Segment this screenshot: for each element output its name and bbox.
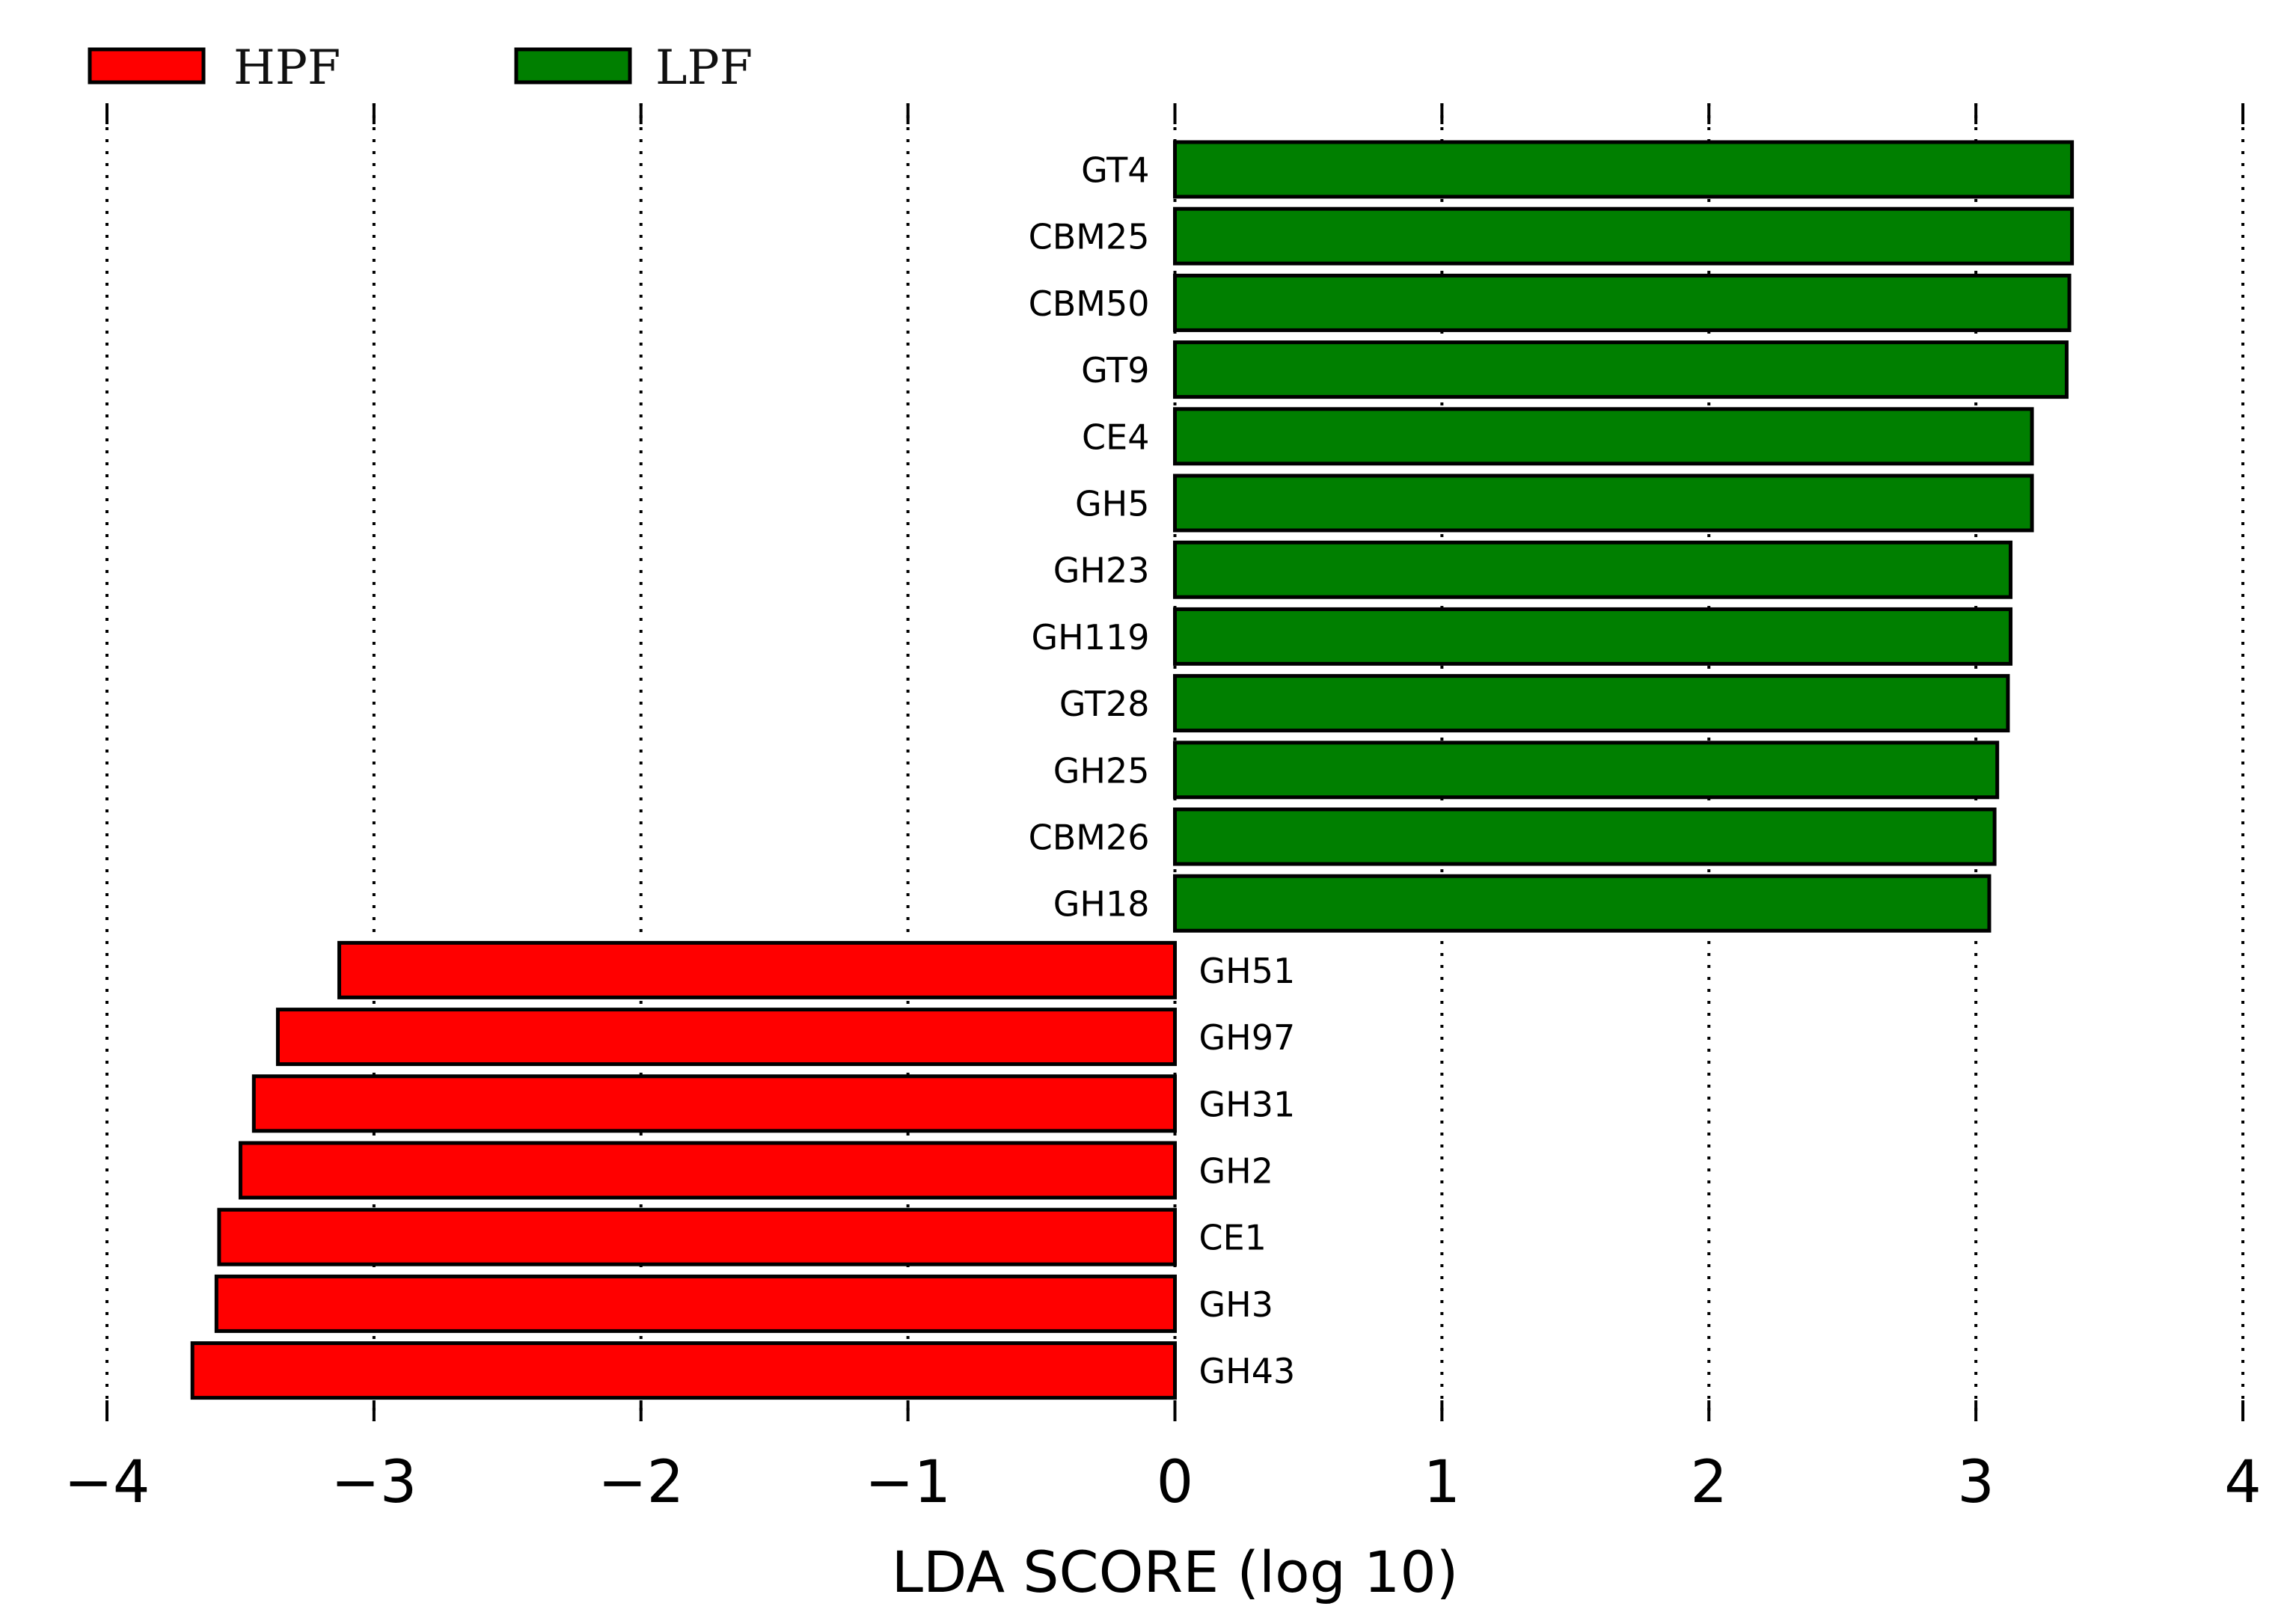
feature-label-ce4: CE4 [1082,417,1149,457]
bar-gh25 [1173,741,2000,800]
x-tick-label: 1 [1424,1449,1461,1516]
x-tick-label: −3 [331,1449,417,1516]
bar-gh23 [1173,540,2013,599]
feature-label-gt4: GT4 [1081,150,1149,191]
feature-label-gh3: GH3 [1199,1284,1274,1325]
feature-label-gh51: GH51 [1199,951,1296,991]
bar-gh3 [214,1274,1178,1333]
feature-label-gh25: GH25 [1053,750,1150,791]
bars-layer [190,140,2075,1400]
x-tick-label: −1 [865,1449,951,1516]
x-tick-label: 3 [1957,1449,1995,1516]
bar-gh43 [190,1341,1178,1400]
x-tick-label: −4 [64,1449,150,1516]
bar-cbm25 [1173,206,2075,266]
x-tick-label: 4 [2224,1449,2262,1516]
bar-gh18 [1173,874,1992,933]
x-tick-label: 0 [1157,1449,1194,1516]
feature-label-gh5: GH5 [1075,484,1150,524]
bar-gh31 [251,1074,1177,1133]
feature-label-gh18: GH18 [1053,884,1150,925]
x-tick-label: 2 [1690,1449,1727,1516]
bar-gh97 [275,1008,1177,1067]
bar-gh5 [1173,474,2034,533]
bar-gh2 [238,1141,1177,1200]
bar-ce1 [217,1207,1178,1266]
feature-label-gt9: GT9 [1081,350,1149,390]
feature-label-gh119: GH119 [1031,617,1149,658]
x-tick-label: −2 [598,1449,684,1516]
feature-label-gt28: GT28 [1059,684,1150,724]
feature-label-cbm50: CBM50 [1029,284,1150,324]
bar-gt9 [1173,340,2069,399]
legend-swatch-lpf [514,47,632,85]
bar-cbm26 [1173,807,1997,866]
feature-label-cbm25: CBM25 [1029,217,1150,257]
feature-label-gh43: GH43 [1199,1351,1296,1391]
feature-labels-layer: GT4 CBM25 CBM50 GT9 CE4 GH5 GH23 GH119 GT28 GH25 C… [1029,150,1296,1392]
bar-gh119 [1173,607,2013,666]
feature-label-gh31: GH31 [1199,1084,1296,1124]
bar-gt4 [1173,140,2075,199]
feature-label-gh97: GH97 [1199,1017,1296,1058]
bar-cbm50 [1173,273,2072,332]
bar-gh51 [337,940,1178,999]
x-axis-title: LDA SCORE (log 10) [892,1539,1459,1605]
feature-label-gh2: GH2 [1199,1151,1274,1192]
legend-label-hpf: HPF [233,40,340,96]
bar-ce4 [1173,407,2034,466]
bar-gt28 [1173,674,2010,733]
feature-label-cbm26: CBM26 [1029,818,1150,858]
feature-label-ce1: CE1 [1199,1218,1267,1258]
legend: HPF LPF [88,40,753,96]
x-axis: −4 −3 −2 −1 0 1 2 3 4 LDA SCORE (log 10) [64,103,2262,1605]
feature-label-gh23: GH23 [1053,551,1150,591]
legend-label-lpf: LPF [655,40,753,96]
legend-swatch-hpf [88,47,206,85]
